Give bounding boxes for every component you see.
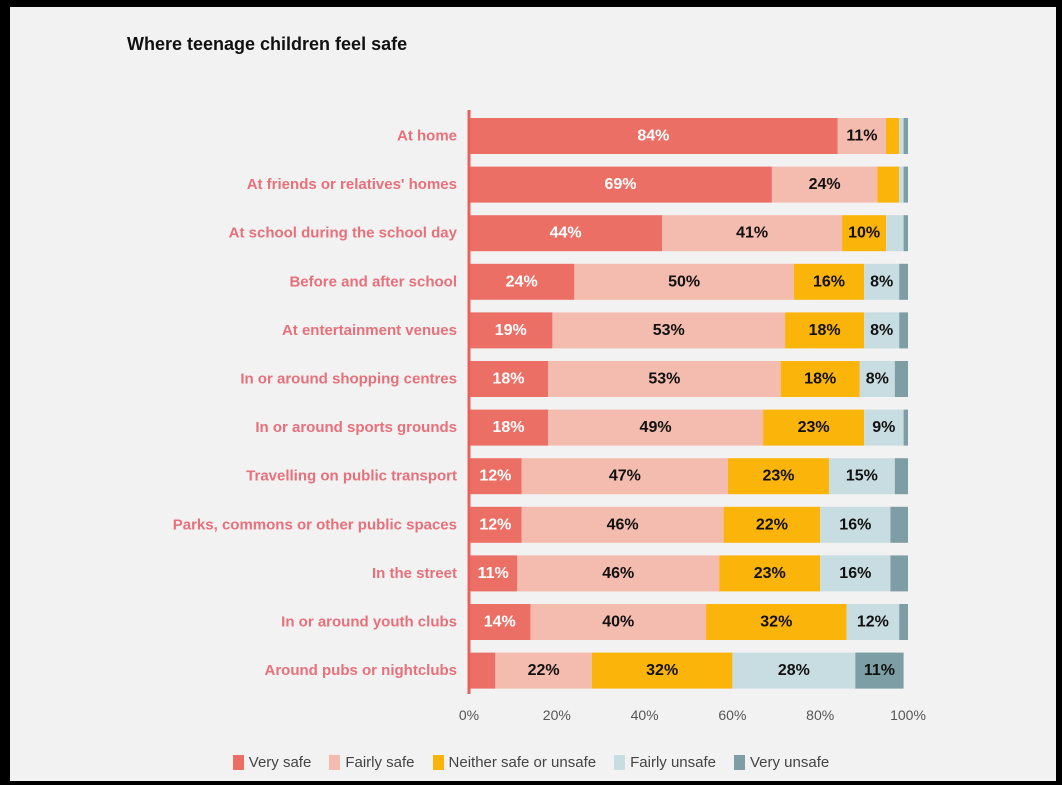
x-tick-label: 40% [631, 707, 659, 723]
category-label: At school during the school day [229, 225, 458, 242]
category-label: Before and after school [289, 273, 457, 290]
data-label: 69% [604, 176, 636, 193]
category-label: In the street [372, 565, 457, 582]
bar-segment [899, 264, 908, 300]
data-label: 32% [646, 662, 678, 679]
data-label: 11% [846, 128, 877, 145]
data-label: 15% [846, 468, 878, 485]
bar-segment [890, 507, 908, 543]
data-label: 12% [857, 614, 889, 631]
legend-swatch [233, 755, 244, 770]
data-label: 18% [492, 371, 524, 388]
x-tick-label: 0% [459, 707, 479, 723]
data-label: 9% [872, 419, 895, 436]
legend-label: Very safe [249, 754, 312, 771]
legend-swatch [734, 755, 745, 770]
data-label: 32% [760, 614, 792, 631]
data-label: 16% [839, 565, 871, 582]
data-label: 47% [609, 468, 641, 485]
category-label: In or around youth clubs [281, 614, 457, 631]
bar-segment [904, 118, 908, 154]
bar-segment [877, 167, 899, 203]
data-label: 23% [762, 468, 794, 485]
data-label: 8% [870, 273, 893, 290]
legend-item: Very safe [233, 754, 312, 771]
data-label: 12% [479, 516, 511, 533]
data-label: 22% [756, 516, 788, 533]
data-label: 44% [550, 225, 582, 242]
data-label: 12% [479, 468, 511, 485]
data-label: 8% [866, 371, 889, 388]
data-label: 46% [607, 516, 639, 533]
legend-swatch [329, 755, 340, 770]
legend-swatch [433, 755, 444, 770]
legend-label: Neither safe or unsafe [449, 754, 597, 771]
category-label: In or around shopping centres [240, 371, 457, 388]
x-tick-label: 60% [718, 707, 746, 723]
legend-item: Neither safe or unsafe [433, 754, 597, 771]
data-label: 40% [602, 614, 634, 631]
bar-segment [886, 215, 904, 251]
category-label: Travelling on public transport [246, 468, 457, 485]
bar-segment [886, 118, 899, 154]
x-tick-label: 20% [543, 707, 571, 723]
data-label: 41% [736, 225, 768, 242]
data-label: 53% [648, 371, 680, 388]
data-label: 19% [495, 322, 527, 339]
bar-segment [899, 604, 908, 640]
data-label: 11% [864, 662, 895, 679]
data-label: 14% [484, 614, 516, 631]
bars-group: 84% 11% 69% 24% 44% 41% 10% 24% 50% 16% 8% 19% 53% 18… [469, 118, 908, 689]
data-label: 22% [528, 662, 560, 679]
category-label: In or around sports grounds [255, 419, 457, 436]
data-label: 46% [602, 565, 634, 582]
category-label: At entertainment venues [282, 322, 457, 339]
x-tick-label: 100% [890, 707, 926, 723]
data-label: 53% [653, 322, 685, 339]
data-label: 18% [492, 419, 524, 436]
data-label: 49% [640, 419, 672, 436]
x-axis-ticks: 0% 20% 40% 60% 80% 100% [459, 707, 926, 723]
bar-segment [904, 410, 908, 446]
data-label: 24% [506, 273, 538, 290]
bar-segment [899, 167, 903, 203]
legend-item: Fairly safe [329, 754, 414, 771]
data-label: 50% [668, 273, 700, 290]
legend: Very safe Fairly safe Neither safe or unsa… [0, 754, 1062, 771]
data-label: 8% [870, 322, 893, 339]
legend-swatch [614, 755, 625, 770]
bar-segment [899, 312, 908, 348]
bar-segment [890, 555, 908, 591]
bar-segment [895, 361, 908, 397]
data-label: 18% [804, 371, 836, 388]
legend-item: Fairly unsafe [614, 754, 716, 771]
bar-segment [904, 215, 908, 251]
data-label: 24% [809, 176, 841, 193]
data-label: 11% [478, 565, 509, 582]
legend-label: Very unsafe [750, 754, 829, 771]
legend-label: Fairly safe [345, 754, 414, 771]
bar-segment [895, 458, 908, 494]
data-label: 84% [637, 128, 669, 145]
data-label: 16% [813, 273, 845, 290]
category-labels: At home At friends or relatives' homes At … [173, 128, 458, 680]
legend-item: Very unsafe [734, 754, 829, 771]
bar-segment [904, 167, 908, 203]
data-label: 16% [839, 516, 871, 533]
legend-label: Fairly unsafe [630, 754, 716, 771]
category-label: Parks, commons or other public spaces [173, 516, 457, 533]
category-label: At friends or relatives' homes [247, 176, 457, 193]
x-tick-label: 80% [806, 707, 834, 723]
data-label: 10% [848, 225, 880, 242]
data-label: 28% [778, 662, 810, 679]
category-label: At home [397, 128, 457, 145]
data-label: 23% [754, 565, 786, 582]
category-label: Around pubs or nightclubs [265, 662, 457, 679]
bar-segment [899, 118, 903, 154]
data-label: 18% [809, 322, 841, 339]
data-label: 23% [798, 419, 830, 436]
bar-segment [469, 653, 495, 689]
